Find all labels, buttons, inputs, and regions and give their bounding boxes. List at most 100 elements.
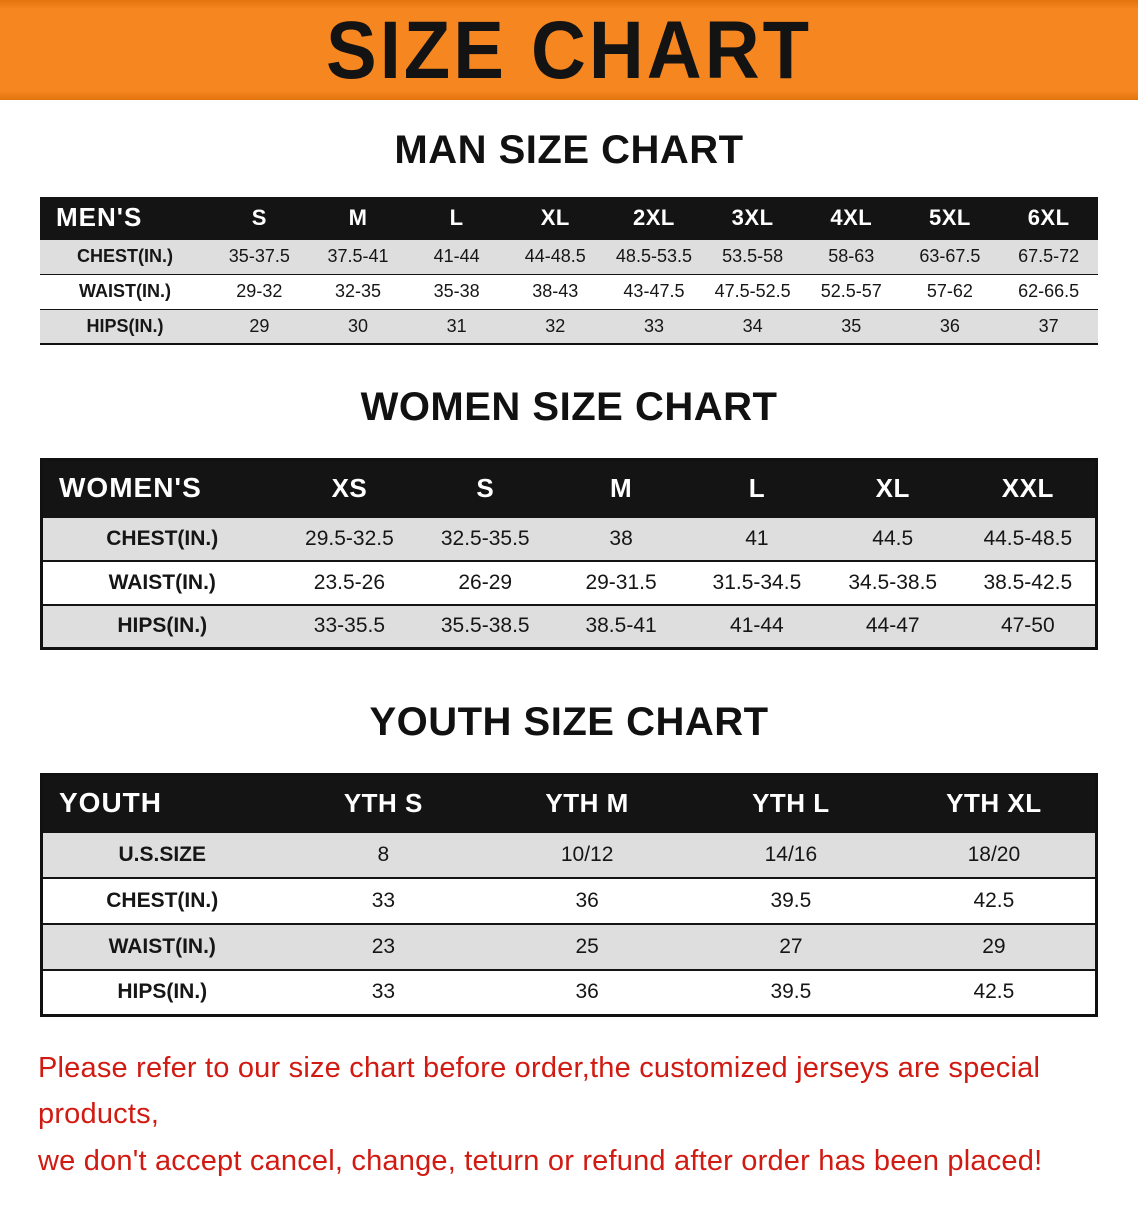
size-value-cell: 39.5	[689, 876, 893, 924]
size-value-cell: 37.5-41	[308, 238, 408, 274]
size-value-cell: 44-47	[824, 603, 961, 649]
size-value-cell: 27	[689, 922, 893, 970]
size-value-cell: 30	[308, 308, 408, 344]
banner-title: SIZE CHART	[326, 4, 812, 96]
size-value-cell: 48.5-53.5	[604, 238, 704, 274]
size-value-cell: 35	[801, 308, 901, 344]
men-section-heading: MAN SIZE CHART	[394, 128, 744, 172]
women-section-heading: WOMEN SIZE CHART	[360, 385, 778, 429]
size-value-cell: 29.5-32.5	[281, 515, 418, 561]
size-value-cell: 32.5-35.5	[417, 515, 554, 561]
youth-section-heading: YOUTH SIZE CHART	[369, 700, 769, 744]
size-value-cell: 33	[281, 876, 486, 924]
size-value-cell: 35-38	[407, 273, 506, 309]
men-size-table: MEN'S S M L XL 2XL 3XL 4XL 5XL 6XL CHEST(IN.) 35-37…	[40, 197, 1098, 345]
size-value-cell: 38	[553, 515, 689, 561]
size-column-header: YTH M	[485, 774, 689, 832]
size-value-cell: 41-44	[688, 603, 825, 649]
size-chart-banner: SIZE CHART	[0, 0, 1138, 100]
order-policy-note: Please refer to our size chart before or…	[38, 1045, 1100, 1184]
size-column-header: 5XL	[900, 197, 1000, 239]
size-value-cell: 33-35.5	[281, 603, 418, 649]
size-value-cell: 39.5	[689, 968, 893, 1016]
size-value-cell: 32	[505, 308, 605, 344]
size-column-header: M	[308, 197, 408, 239]
table-header-row: WOMEN'S XS S M L XL XXL	[41, 459, 1097, 517]
size-column-header: YTH S	[281, 774, 486, 832]
women-size-section: WOMEN SIZE CHART WOMEN'S XS S M L XL XXL CHEST(…	[0, 385, 1138, 650]
size-value-cell: 36	[900, 308, 1000, 344]
youth-size-table: YOUTH YTH S YTH M YTH L YTH XL U.S.SIZE 8 10/12…	[40, 773, 1098, 1017]
measurement-row: WAIST(IN.) 23 25 27 29	[41, 922, 1097, 970]
size-value-cell: 14/16	[689, 830, 893, 878]
row-label-cell: HIPS(IN.)	[40, 308, 210, 344]
size-value-cell: 34	[703, 308, 802, 344]
size-value-cell: 38.5-42.5	[960, 559, 1097, 605]
size-value-cell: 41-44	[407, 238, 506, 274]
size-value-cell: 44-48.5	[505, 238, 605, 274]
size-column-header: S	[210, 197, 309, 239]
size-value-cell: 36	[485, 968, 689, 1016]
size-column-header: 6XL	[999, 197, 1098, 239]
size-column-header: YTH XL	[892, 774, 1097, 832]
table-title-cell: MEN'S	[40, 197, 210, 239]
size-column-header: XS	[281, 459, 418, 517]
size-value-cell: 32-35	[308, 273, 408, 309]
measurement-row: CHEST(IN.) 33 36 39.5 42.5	[41, 876, 1097, 924]
size-value-cell: 44.5-48.5	[960, 515, 1097, 561]
row-label-cell: WAIST(IN.)	[40, 273, 210, 309]
size-value-cell: 47-50	[960, 603, 1097, 649]
men-size-section: MAN SIZE CHART MEN'S S M L XL 2XL 3XL 4XL 5XL 6XL…	[0, 128, 1138, 345]
size-column-header: 2XL	[604, 197, 704, 239]
row-label-cell: CHEST(IN.)	[41, 876, 282, 924]
size-value-cell: 18/20	[892, 830, 1097, 878]
size-value-cell: 52.5-57	[801, 273, 901, 309]
table-title-cell: YOUTH	[41, 774, 282, 832]
size-value-cell: 42.5	[892, 968, 1097, 1016]
size-value-cell: 57-62	[900, 273, 1000, 309]
measurement-row: HIPS(IN.) 33-35.5 35.5-38.5 38.5-41 41-44 44-…	[41, 603, 1097, 649]
size-value-cell: 29-32	[210, 273, 309, 309]
size-value-cell: 58-63	[801, 238, 901, 274]
size-value-cell: 33	[604, 308, 704, 344]
size-column-header: 4XL	[801, 197, 901, 239]
size-column-header: S	[417, 459, 554, 517]
size-value-cell: 41	[688, 515, 825, 561]
size-value-cell: 62-66.5	[999, 273, 1098, 309]
size-value-cell: 35.5-38.5	[417, 603, 554, 649]
size-value-cell: 33	[281, 968, 486, 1016]
size-value-cell: 10/12	[485, 830, 689, 878]
measurement-row: CHEST(IN.) 29.5-32.5 32.5-35.5 38 41 44.5 44.5…	[41, 515, 1097, 561]
measurement-row: CHEST(IN.) 35-37.5 37.5-41 41-44 44-48.5 48.5…	[40, 238, 1098, 274]
size-value-cell: 63-67.5	[900, 238, 1000, 274]
size-column-header: L	[407, 197, 506, 239]
measurement-row: U.S.SIZE 8 10/12 14/16 18/20	[41, 830, 1097, 878]
row-label-cell: WAIST(IN.)	[41, 922, 282, 970]
size-value-cell: 38.5-41	[553, 603, 689, 649]
table-header-row: MEN'S S M L XL 2XL 3XL 4XL 5XL 6XL	[40, 197, 1098, 239]
size-value-cell: 38-43	[505, 273, 605, 309]
size-value-cell: 47.5-52.5	[703, 273, 802, 309]
size-value-cell: 44.5	[824, 515, 961, 561]
row-label-cell: CHEST(IN.)	[40, 238, 210, 274]
size-value-cell: 42.5	[892, 876, 1097, 924]
order-policy-line-1: Please refer to our size chart before or…	[38, 1052, 1041, 1131]
youth-size-section: YOUTH SIZE CHART YOUTH YTH S YTH M YTH L YTH…	[0, 700, 1138, 1017]
size-value-cell: 37	[999, 308, 1098, 344]
row-label-cell: HIPS(IN.)	[41, 968, 282, 1016]
size-value-cell: 34.5-38.5	[824, 559, 961, 605]
measurement-row: HIPS(IN.) 29 30 31 32 33 34 35 36 37	[40, 308, 1098, 344]
size-value-cell: 31	[407, 308, 506, 344]
row-label-cell: U.S.SIZE	[41, 830, 282, 878]
table-header-row: YOUTH YTH S YTH M YTH L YTH XL	[41, 774, 1097, 832]
size-value-cell: 23.5-26	[281, 559, 418, 605]
size-column-header: XL	[824, 459, 961, 517]
measurement-row: HIPS(IN.) 33 36 39.5 42.5	[41, 968, 1097, 1016]
row-label-cell: HIPS(IN.)	[41, 603, 282, 649]
table-title-cell: WOMEN'S	[41, 459, 282, 517]
row-label-cell: WAIST(IN.)	[41, 559, 282, 605]
order-policy-line-2: we don't accept cancel, change, teturn o…	[38, 1144, 1043, 1177]
size-value-cell: 23	[281, 922, 486, 970]
size-value-cell: 26-29	[417, 559, 554, 605]
